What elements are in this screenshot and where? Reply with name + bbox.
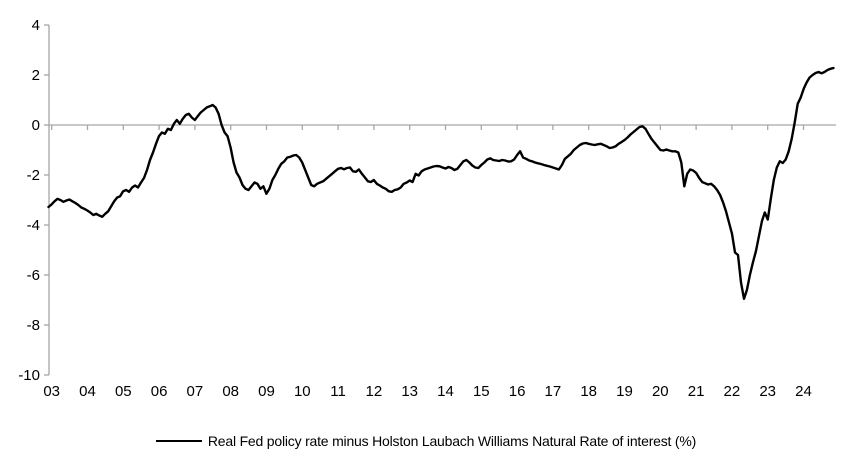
x-tick-label: 22 [724, 383, 741, 400]
x-tick-label: 12 [366, 383, 383, 400]
y-tick-label: -10 [18, 367, 40, 384]
x-tick-label: 20 [652, 383, 669, 400]
x-tick-label: 19 [616, 383, 633, 400]
y-tick-label: 0 [32, 117, 40, 134]
x-tick-label: 23 [759, 383, 776, 400]
x-tick-label: 18 [580, 383, 597, 400]
y-tick-label: -2 [27, 167, 40, 184]
x-tick-label: 09 [258, 383, 275, 400]
x-tick-label: 03 [43, 383, 60, 400]
x-tick-label: 13 [401, 383, 418, 400]
x-tick-label: 04 [79, 383, 96, 400]
x-tick-label: 15 [473, 383, 490, 400]
y-tick-label: -4 [27, 217, 40, 234]
y-tick-label: -8 [27, 317, 40, 334]
x-tick-label: 05 [115, 383, 132, 400]
y-tick-label: 2 [32, 67, 40, 84]
x-tick-label: 06 [151, 383, 168, 400]
legend-line-marker [155, 440, 202, 442]
x-tick-label: 11 [330, 383, 346, 400]
y-tick-label: -6 [27, 267, 40, 284]
x-tick-label: 08 [222, 383, 239, 400]
y-tick-label: 4 [32, 17, 40, 34]
x-tick-label: 10 [294, 383, 311, 400]
x-tick-label: 16 [509, 383, 526, 400]
x-tick-label: 21 [688, 383, 705, 400]
x-tick-label: 17 [545, 383, 562, 400]
legend: Real Fed policy rate minus Holston Lauba… [0, 433, 852, 449]
x-tick-label: 07 [187, 383, 204, 400]
series-line [47, 66, 835, 300]
legend-label: Real Fed policy rate minus Holston Lauba… [207, 433, 697, 449]
x-tick-label: 14 [437, 383, 454, 400]
x-tick-label: 24 [795, 383, 812, 400]
